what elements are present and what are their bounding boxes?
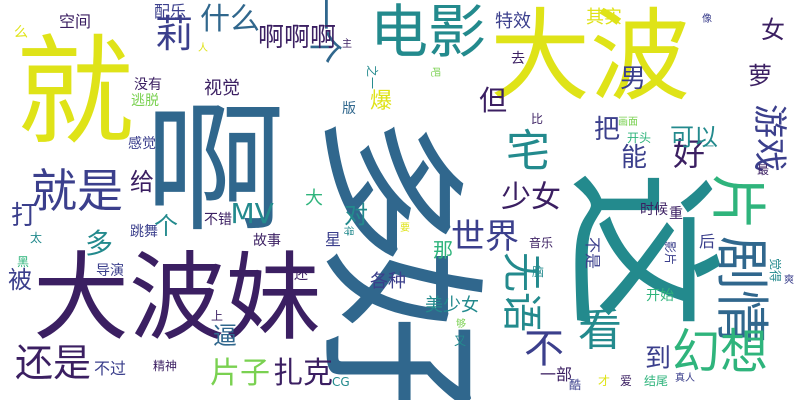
- word-45: 那: [433, 238, 453, 262]
- word-98: 爱: [620, 374, 633, 388]
- word-38: 可以: [670, 123, 718, 151]
- word-94: 精神: [153, 359, 178, 373]
- word-36: 逼: [213, 322, 237, 350]
- word-51: 配乐: [154, 2, 187, 21]
- word-23: 不: [524, 326, 564, 372]
- word-7: 电影: [370, 0, 487, 66]
- word-34: 打: [11, 201, 38, 231]
- word-32: 女: [761, 16, 785, 44]
- word-74: 故事: [253, 233, 281, 249]
- word-87: 脑: [532, 265, 545, 279]
- word-31: 游戏: [749, 104, 789, 172]
- word-73: 太: [30, 231, 43, 245]
- word-62: 像: [702, 14, 712, 25]
- word-55: 逃脱: [131, 93, 159, 109]
- word-86: 还: [294, 267, 308, 283]
- word-33: 萝: [748, 62, 772, 90]
- word-82: 觉得: [768, 257, 783, 283]
- word-72: 跳舞: [130, 224, 158, 240]
- word-84: 黑: [17, 255, 30, 269]
- word-97: 才: [598, 374, 611, 388]
- word-77: 要: [400, 223, 410, 234]
- word-37: 到: [645, 344, 672, 374]
- word-43: 大: [305, 188, 323, 209]
- word-1: 啊: [145, 89, 286, 252]
- word-28: 把: [594, 115, 621, 145]
- word-79: 不是: [583, 236, 603, 270]
- word-90: 够: [456, 319, 466, 330]
- word-91: 又: [454, 334, 467, 348]
- word-89: 上: [211, 309, 224, 323]
- word-59: 之一: [365, 64, 380, 90]
- word-71: 不错: [204, 212, 232, 228]
- word-53: 么: [14, 25, 28, 41]
- word-99: 结尾: [644, 374, 669, 388]
- word-49: 特效: [495, 11, 531, 32]
- word-76: 得: [342, 226, 353, 236]
- word-25: 好: [673, 135, 706, 173]
- word-70: 重: [669, 206, 683, 222]
- word-78: 音乐: [529, 236, 554, 250]
- word-100: 真人: [675, 373, 695, 384]
- word-69: 时候: [640, 202, 668, 218]
- word-40: 多: [85, 227, 114, 260]
- word-9: 片: [704, 174, 769, 230]
- word-65: 开头: [627, 131, 652, 145]
- word-63: 版: [342, 101, 356, 117]
- word-47: 爆: [370, 89, 393, 114]
- word-92: 一部: [540, 365, 573, 384]
- word-58: 主: [342, 39, 352, 50]
- word-2: 大波: [490, 0, 690, 115]
- word-20: 扎克: [273, 356, 333, 391]
- word-26: 男: [620, 64, 647, 94]
- word-35: 被: [8, 266, 32, 294]
- word-93: 不过: [94, 359, 127, 378]
- word-24: 但: [479, 84, 508, 117]
- word-13: 莉: [155, 12, 194, 56]
- word-60: 吧: [429, 67, 440, 77]
- word-44: 各种: [370, 271, 406, 292]
- word-0: 就: [16, 23, 135, 161]
- word-50: 其实: [586, 7, 622, 28]
- word-85: 导演: [96, 263, 124, 279]
- word-16: 啊啊啊: [258, 23, 337, 53]
- word-46: 美少女: [425, 295, 479, 316]
- word-11: 还是: [15, 341, 92, 385]
- word-75: 星: [325, 230, 342, 249]
- word-56: 感觉: [128, 136, 156, 152]
- word-30: 少女: [501, 180, 561, 215]
- word-61: 去: [511, 51, 525, 67]
- word-18: 幻想: [672, 324, 769, 380]
- word-39: 给: [130, 168, 154, 196]
- word-81: 影片: [663, 240, 678, 266]
- word-29: MV: [230, 197, 274, 230]
- word-3: 大波妹: [33, 242, 321, 354]
- word-22: 世界: [451, 217, 519, 257]
- word-88: 开始: [646, 288, 674, 304]
- word-21: 无语: [498, 252, 544, 332]
- word-67: 一: [704, 142, 714, 153]
- word-57: 人: [198, 43, 208, 54]
- word-68: 最: [757, 163, 770, 177]
- word-14: 什么: [200, 2, 260, 37]
- word-10: 就是: [31, 164, 123, 218]
- word-83: 爽: [784, 275, 794, 286]
- word-95: CG: [332, 375, 350, 389]
- word-66: 画面: [618, 117, 638, 128]
- word-19: 片子: [210, 356, 270, 391]
- word-64: 比: [531, 112, 544, 126]
- word-54: 没有: [134, 77, 162, 93]
- word-15: 宅: [506, 126, 550, 177]
- word-48: 视觉: [204, 78, 240, 99]
- word-27: 能: [621, 143, 648, 173]
- word-80: 后: [699, 232, 716, 251]
- word-52: 空间: [59, 12, 92, 31]
- word-17: 看: [578, 305, 622, 356]
- word-96: 酷: [569, 378, 582, 392]
- word-42: 对: [344, 201, 368, 229]
- word-41: 个: [154, 212, 178, 240]
